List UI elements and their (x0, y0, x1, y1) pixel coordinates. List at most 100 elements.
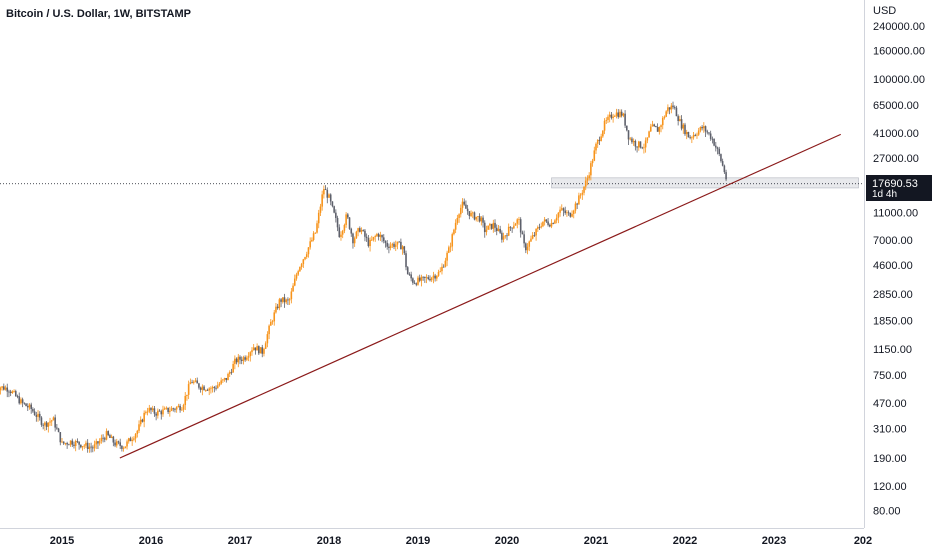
candle-body (14, 391, 17, 397)
candle-body (148, 407, 151, 412)
support-zone (551, 177, 859, 189)
y-tick-label: 2850.00 (873, 289, 913, 301)
y-tick-label: 4600.00 (873, 260, 913, 272)
candle-body (511, 227, 513, 229)
candle-body (723, 165, 726, 173)
candle-body (85, 442, 87, 446)
candle-body (725, 172, 727, 180)
candle-body (567, 212, 570, 214)
candle-body (145, 411, 147, 413)
candle-body (537, 227, 539, 229)
candle-body (489, 223, 491, 226)
candle-body (398, 241, 400, 243)
candle-body (704, 126, 707, 132)
candle-body (216, 385, 219, 389)
candle-body (634, 140, 637, 147)
candle-body (514, 223, 517, 226)
candle-body (459, 207, 462, 215)
x-tick-label: 2023 (762, 535, 786, 547)
candle-body (136, 430, 139, 434)
candle-body (213, 387, 216, 388)
candle-body (590, 163, 592, 176)
candle-body (413, 282, 416, 284)
candle-body (157, 410, 159, 416)
candle-body (675, 107, 678, 117)
candle-body (646, 137, 649, 141)
candle-body (631, 138, 633, 143)
candle-body (151, 408, 154, 411)
candle-body (127, 438, 130, 442)
candle-body (129, 438, 132, 442)
candle-body (281, 297, 284, 302)
candle-body (610, 114, 613, 119)
candle-body (576, 203, 578, 205)
candle-body (574, 203, 577, 211)
candle-body (4, 387, 7, 390)
candle-body (54, 417, 56, 428)
candle-body (701, 126, 703, 129)
candle-body (602, 130, 604, 137)
candle-body (239, 356, 241, 360)
candle-body (382, 237, 385, 242)
candle-body (76, 441, 79, 442)
candle-body (254, 347, 257, 351)
candle-body (410, 274, 412, 279)
candle-body (453, 229, 455, 235)
candle-body (222, 379, 224, 381)
candle-body (584, 180, 587, 187)
candle-body (121, 445, 123, 449)
candle-body (692, 135, 695, 138)
candle-body (57, 428, 60, 433)
candle-body (143, 412, 145, 422)
candle-body (309, 241, 311, 248)
candle-body (230, 372, 233, 373)
candle-body (381, 234, 383, 238)
candle-body (542, 221, 544, 227)
candle-body (526, 246, 529, 251)
candle-body (629, 138, 632, 140)
candle-body (369, 239, 371, 247)
candle-body (78, 441, 80, 445)
candle-body (545, 219, 548, 222)
candle-body (377, 234, 380, 237)
candle-body (706, 131, 709, 133)
candle-body (312, 233, 315, 240)
candle-body (23, 402, 26, 404)
candle-body (126, 441, 128, 447)
candle-body (605, 119, 608, 121)
candle-body (223, 377, 226, 380)
candle-body (86, 442, 89, 449)
candle-body (169, 410, 171, 413)
candle-body (703, 126, 705, 129)
y-tick-label: 80.00 (873, 505, 901, 517)
y-tick-label: 7000.00 (873, 235, 913, 247)
candle-body (362, 229, 365, 231)
candle-body (490, 223, 493, 229)
candle-body (345, 214, 347, 225)
candle-body (548, 224, 551, 227)
x-tick-label: 2015 (50, 535, 74, 547)
candle-body (661, 117, 664, 126)
candle-body (102, 437, 104, 439)
candle-body (655, 126, 657, 128)
candle-body (42, 424, 44, 426)
candle-body (21, 399, 24, 403)
candle-body (530, 238, 532, 242)
candle-body (18, 396, 21, 404)
candle-body (596, 139, 599, 144)
candle-body (251, 350, 253, 353)
candle-body (716, 147, 719, 149)
candle-body (237, 356, 240, 363)
candle-body (482, 217, 484, 223)
candle-body (218, 383, 221, 386)
candle-body (259, 347, 262, 354)
candle-body (20, 399, 22, 404)
candle-body (252, 347, 255, 351)
candle-body (677, 116, 679, 121)
candle-body (211, 387, 214, 389)
y-tick-label: 1150.00 (873, 344, 912, 356)
candle-body (341, 230, 344, 235)
candle-body (271, 321, 274, 323)
candle-body (709, 133, 712, 139)
